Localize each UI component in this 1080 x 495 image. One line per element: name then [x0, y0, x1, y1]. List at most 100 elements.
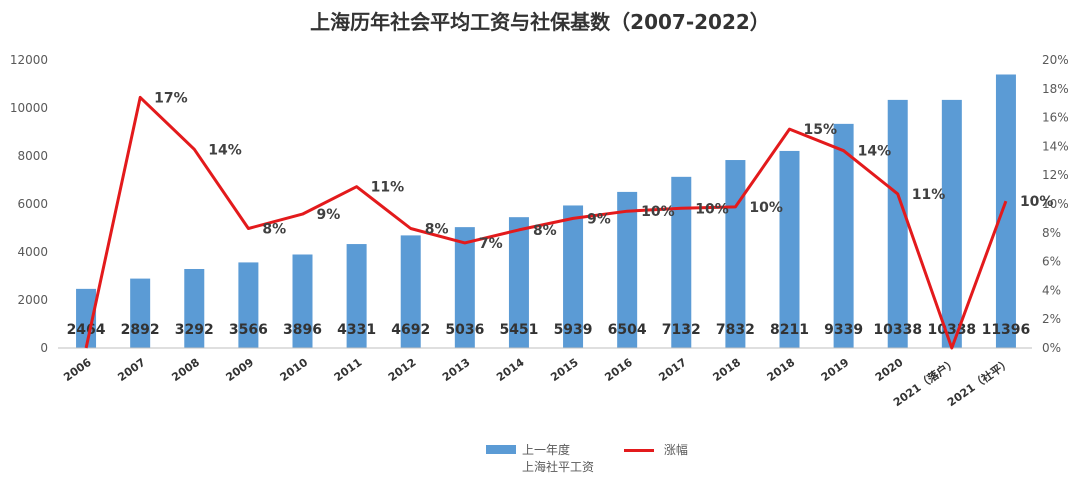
legend-line-swatch [624, 449, 654, 452]
bar [454, 227, 475, 348]
bar-value-label: 11396 [982, 322, 1031, 338]
y-left-tick-label: 10000 [10, 101, 48, 115]
y-right-tick-label: 14% [1042, 139, 1069, 153]
legend-line-label: 涨幅 [663, 443, 688, 457]
legend-item-line: 涨幅 [624, 441, 688, 458]
y-left-tick-label: 6000 [17, 197, 48, 211]
bar [400, 235, 421, 348]
x-tick-label: 2012 [386, 356, 419, 384]
bar [725, 160, 746, 348]
line-value-label: 10% [695, 201, 729, 217]
y-right-tick-label: 20% [1042, 53, 1069, 67]
growth-line [84, 95, 1008, 350]
bar-value-label: 5451 [499, 322, 538, 338]
line-value-label: 10% [749, 200, 783, 216]
bar-value-labels: 2464 2892 3292 3566 3896 4331 4692 5036 5451 5939… [67, 322, 1031, 338]
bar-value-label: 3292 [175, 322, 214, 338]
bar [617, 191, 638, 348]
y-left-axis: 0 2000 4000 6000 8000 10000 12000 [10, 53, 48, 355]
y-right-tick-label: 4% [1042, 283, 1061, 297]
x-tick-label: 2019 [819, 356, 852, 384]
line-value-label: 8% [262, 221, 286, 237]
legend-bar-label-1: 上一年度 [522, 443, 571, 457]
y-right-tick-label: 2% [1042, 312, 1061, 326]
x-tick-label: 2011 [332, 356, 365, 384]
bar-value-label: 2892 [121, 322, 160, 338]
legend-item-bar: 上一年度 上海社平工资 [486, 441, 594, 475]
legend-bar-swatch [486, 445, 516, 454]
bar-value-label: 4692 [391, 322, 430, 338]
x-tick-label: 2015 [548, 356, 581, 384]
x-axis-labels: 2006 2007 2008 2009 2010 2011 2012 2013 2014 2015… [61, 355, 1013, 409]
line-value-label: 10% [641, 204, 675, 220]
x-tick-label: 2010 [278, 356, 311, 384]
y-left-tick-label: 0 [40, 341, 48, 355]
bar-value-label: 6504 [608, 322, 647, 338]
x-tick-label: 2009 [224, 356, 257, 384]
x-tick-label: 2013 [440, 356, 473, 384]
bar [887, 99, 908, 348]
y-left-tick-label: 8000 [17, 149, 48, 163]
x-tick-label: 2008 [169, 356, 202, 384]
legend: 上一年度 上海社平工资 [486, 441, 594, 475]
line-value-label: 8% [533, 223, 557, 239]
bar [130, 278, 151, 348]
bar-value-label: 7132 [662, 322, 701, 338]
x-tick-label: 2020 [873, 356, 906, 384]
line-value-label: 9% [587, 211, 611, 227]
line-value-label: 10% [1020, 194, 1054, 210]
line-value-label: 11% [371, 180, 405, 196]
x-tick-label: 2014 [494, 356, 527, 384]
bar [779, 150, 800, 348]
bar-value-label: 5939 [554, 322, 593, 338]
bar-value-label: 10338 [927, 322, 976, 338]
bar-value-label: 8211 [770, 322, 809, 338]
line-series [84, 95, 1008, 350]
bar [508, 217, 529, 348]
bar [941, 99, 962, 348]
legend-bar-label-2: 上海社平工资 [522, 460, 595, 474]
bar [238, 262, 259, 348]
bar [563, 205, 584, 348]
y-left-tick-label: 4000 [17, 245, 48, 259]
bar [995, 74, 1016, 348]
line-value-label: 8% [425, 221, 449, 237]
line-value-label: 11% [912, 187, 946, 203]
y-left-tick-label: 2000 [17, 293, 48, 307]
chart-title: 上海历年社会平均工资与社保基数（2007-2022） [310, 10, 770, 34]
y-right-tick-label: 16% [1042, 111, 1069, 125]
x-tick-label: 2007 [115, 356, 148, 384]
bar-value-label: 10338 [873, 322, 922, 338]
y-right-tick-label: 0% [1042, 341, 1061, 355]
bar-value-label: 4331 [337, 322, 376, 338]
bar [292, 254, 313, 348]
line-value-label: 17% [154, 90, 188, 106]
line-value-label: 9% [317, 207, 341, 223]
line-value-label: 15% [804, 122, 838, 138]
bar-value-label: 9339 [824, 322, 863, 338]
x-tick-label: 2018 [711, 356, 744, 384]
bar-series [76, 74, 1016, 348]
bar [833, 123, 854, 348]
y-left-tick-label: 12000 [10, 53, 48, 67]
bar [346, 244, 367, 348]
bar-value-label: 3566 [229, 322, 268, 338]
bar [184, 268, 205, 348]
x-tick-label: 2016 [602, 356, 635, 384]
y-right-tick-label: 8% [1042, 226, 1061, 240]
bar-value-label: 5036 [445, 322, 484, 338]
line-value-labels: 17% 14% 8% 9% 11% 8% 7% 8% 9% 10% 10% 10% 15% 14% 11% 1… [154, 90, 1053, 251]
bar [76, 288, 97, 348]
bar-value-label: 7832 [716, 322, 755, 338]
y-right-tick-label: 12% [1042, 168, 1069, 182]
bar-value-label: 3896 [283, 322, 322, 338]
y-right-tick-label: 6% [1042, 255, 1061, 269]
bar [671, 176, 692, 348]
x-tick-label: 2006 [61, 356, 94, 384]
bar-value-label: 2464 [67, 322, 106, 338]
y-right-tick-label: 18% [1042, 82, 1069, 96]
y-right-tick-label: 10% [1042, 197, 1069, 211]
line-value-label: 7% [479, 236, 503, 252]
line-value-label: 14% [858, 144, 892, 160]
